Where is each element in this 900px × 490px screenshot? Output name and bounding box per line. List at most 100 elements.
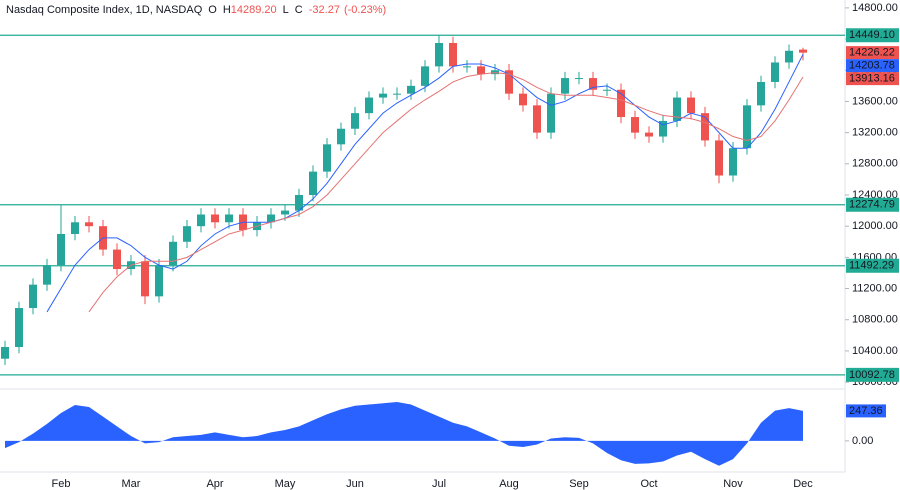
osc-label-box: [846, 404, 886, 418]
x-tick-label: Jul: [432, 478, 446, 490]
level-label: 14449.10: [849, 29, 895, 41]
level-label: 12274.79: [849, 199, 895, 211]
price-label: 14226.22: [849, 47, 895, 59]
candle-body: [799, 49, 807, 53]
moving-average: [88, 72, 804, 313]
candle-body: [561, 78, 569, 94]
y-tick-label: 12800.00: [852, 158, 898, 170]
candle-body: [267, 214, 275, 223]
x-tick-label: May: [275, 478, 296, 490]
candle-body: [169, 241, 177, 266]
candle-body: [449, 42, 457, 67]
x-tick-label: Oct: [640, 478, 657, 490]
candle-body: [57, 233, 65, 266]
header-prefix: L: [283, 4, 289, 16]
y-tick-label: 13600.00: [852, 95, 898, 107]
candle-body: [757, 81, 765, 106]
candle-body: [43, 265, 51, 285]
candle-body: [421, 66, 429, 86]
level-label-box: [846, 258, 899, 273]
y-tick-label: 12000.00: [852, 220, 898, 232]
candle-body: [211, 214, 219, 223]
header-change: -32.27: [309, 4, 340, 16]
level-label: 11492.29: [849, 260, 894, 272]
candle-body: [155, 265, 163, 297]
candle-body: [617, 89, 625, 118]
candle-body: [785, 50, 793, 63]
candle-body: [631, 117, 639, 133]
y-tick-label: 13200.00: [852, 127, 898, 139]
candle-body: [197, 214, 205, 227]
candle-body: [435, 42, 443, 67]
candle-body: [477, 66, 485, 75]
x-tick-label: Feb: [52, 478, 71, 490]
candle-body: [505, 70, 513, 94]
candle-body: [519, 93, 527, 106]
candle-body: [659, 120, 667, 137]
candle-body: [701, 113, 709, 141]
candle-body: [113, 249, 121, 270]
candle-body: [365, 97, 373, 114]
candle-body: [337, 128, 345, 145]
candle-body: [323, 144, 331, 172]
x-tick-label: Apr: [206, 478, 223, 490]
candle-body: [463, 66, 471, 68]
candle-body: [729, 148, 737, 176]
candle-body: [687, 97, 695, 114]
candle-body: [715, 140, 723, 176]
level-label: 10092.78: [849, 369, 895, 381]
candle-body: [589, 78, 597, 90]
x-tick-label: Sep: [569, 478, 589, 490]
candle-body: [533, 105, 541, 133]
moving-average: [46, 54, 804, 313]
header-prefix: O: [208, 4, 217, 16]
candle-body: [309, 171, 317, 195]
price-label-box: [846, 46, 899, 60]
x-tick-label: Jun: [346, 478, 364, 490]
osc-tick-label: 0.00: [852, 435, 873, 447]
price-label: 13913.16: [849, 73, 895, 85]
level-label-box: [846, 28, 899, 43]
header-value: 14289.20: [231, 4, 277, 16]
candle-body: [1, 347, 9, 359]
candle-body: [771, 62, 779, 82]
candle-body: [29, 284, 37, 309]
x-tick-label: Aug: [499, 478, 519, 490]
candle-body: [547, 93, 555, 133]
oscillator-area: [5, 401, 803, 466]
y-tick-label: 10400.00: [852, 345, 898, 357]
level-label-box: [846, 367, 899, 382]
header-prefix: H: [223, 4, 231, 16]
candle-body: [393, 93, 401, 95]
y-tick-label: 11200.00: [852, 282, 897, 294]
candle-body: [15, 308, 23, 348]
candle-body: [183, 226, 191, 242]
candle-body: [575, 78, 583, 80]
candle-body: [71, 222, 79, 234]
candle-body: [603, 89, 611, 91]
candle-body: [281, 210, 289, 215]
price-label-box: [846, 72, 899, 86]
level-label-box: [846, 197, 899, 212]
price-label: 14203.78: [849, 60, 895, 72]
header-prefix: C: [295, 4, 303, 16]
x-tick-label: Mar: [122, 478, 141, 490]
y-tick-label: 14800.00: [852, 2, 898, 14]
chart-header: Nasdaq Composite Index, 1D, NASDAQ O H1428…: [6, 4, 386, 16]
candle-body: [295, 195, 303, 211]
x-tick-label: Dec: [793, 478, 813, 490]
candle-body: [673, 97, 681, 121]
price-label-box: [846, 59, 899, 73]
candle-body: [85, 222, 93, 227]
candle-body: [645, 132, 653, 137]
header-change-pct: (-0.23%): [344, 4, 386, 16]
header-title: Nasdaq Composite Index, 1D, NASDAQ: [6, 4, 203, 16]
candle-body: [141, 261, 149, 297]
x-tick-label: Nov: [723, 478, 743, 490]
candle-body: [743, 105, 751, 149]
osc-label: 247.36: [849, 405, 883, 417]
candle-body: [351, 113, 359, 129]
y-tick-label: 10800.00: [852, 314, 898, 326]
